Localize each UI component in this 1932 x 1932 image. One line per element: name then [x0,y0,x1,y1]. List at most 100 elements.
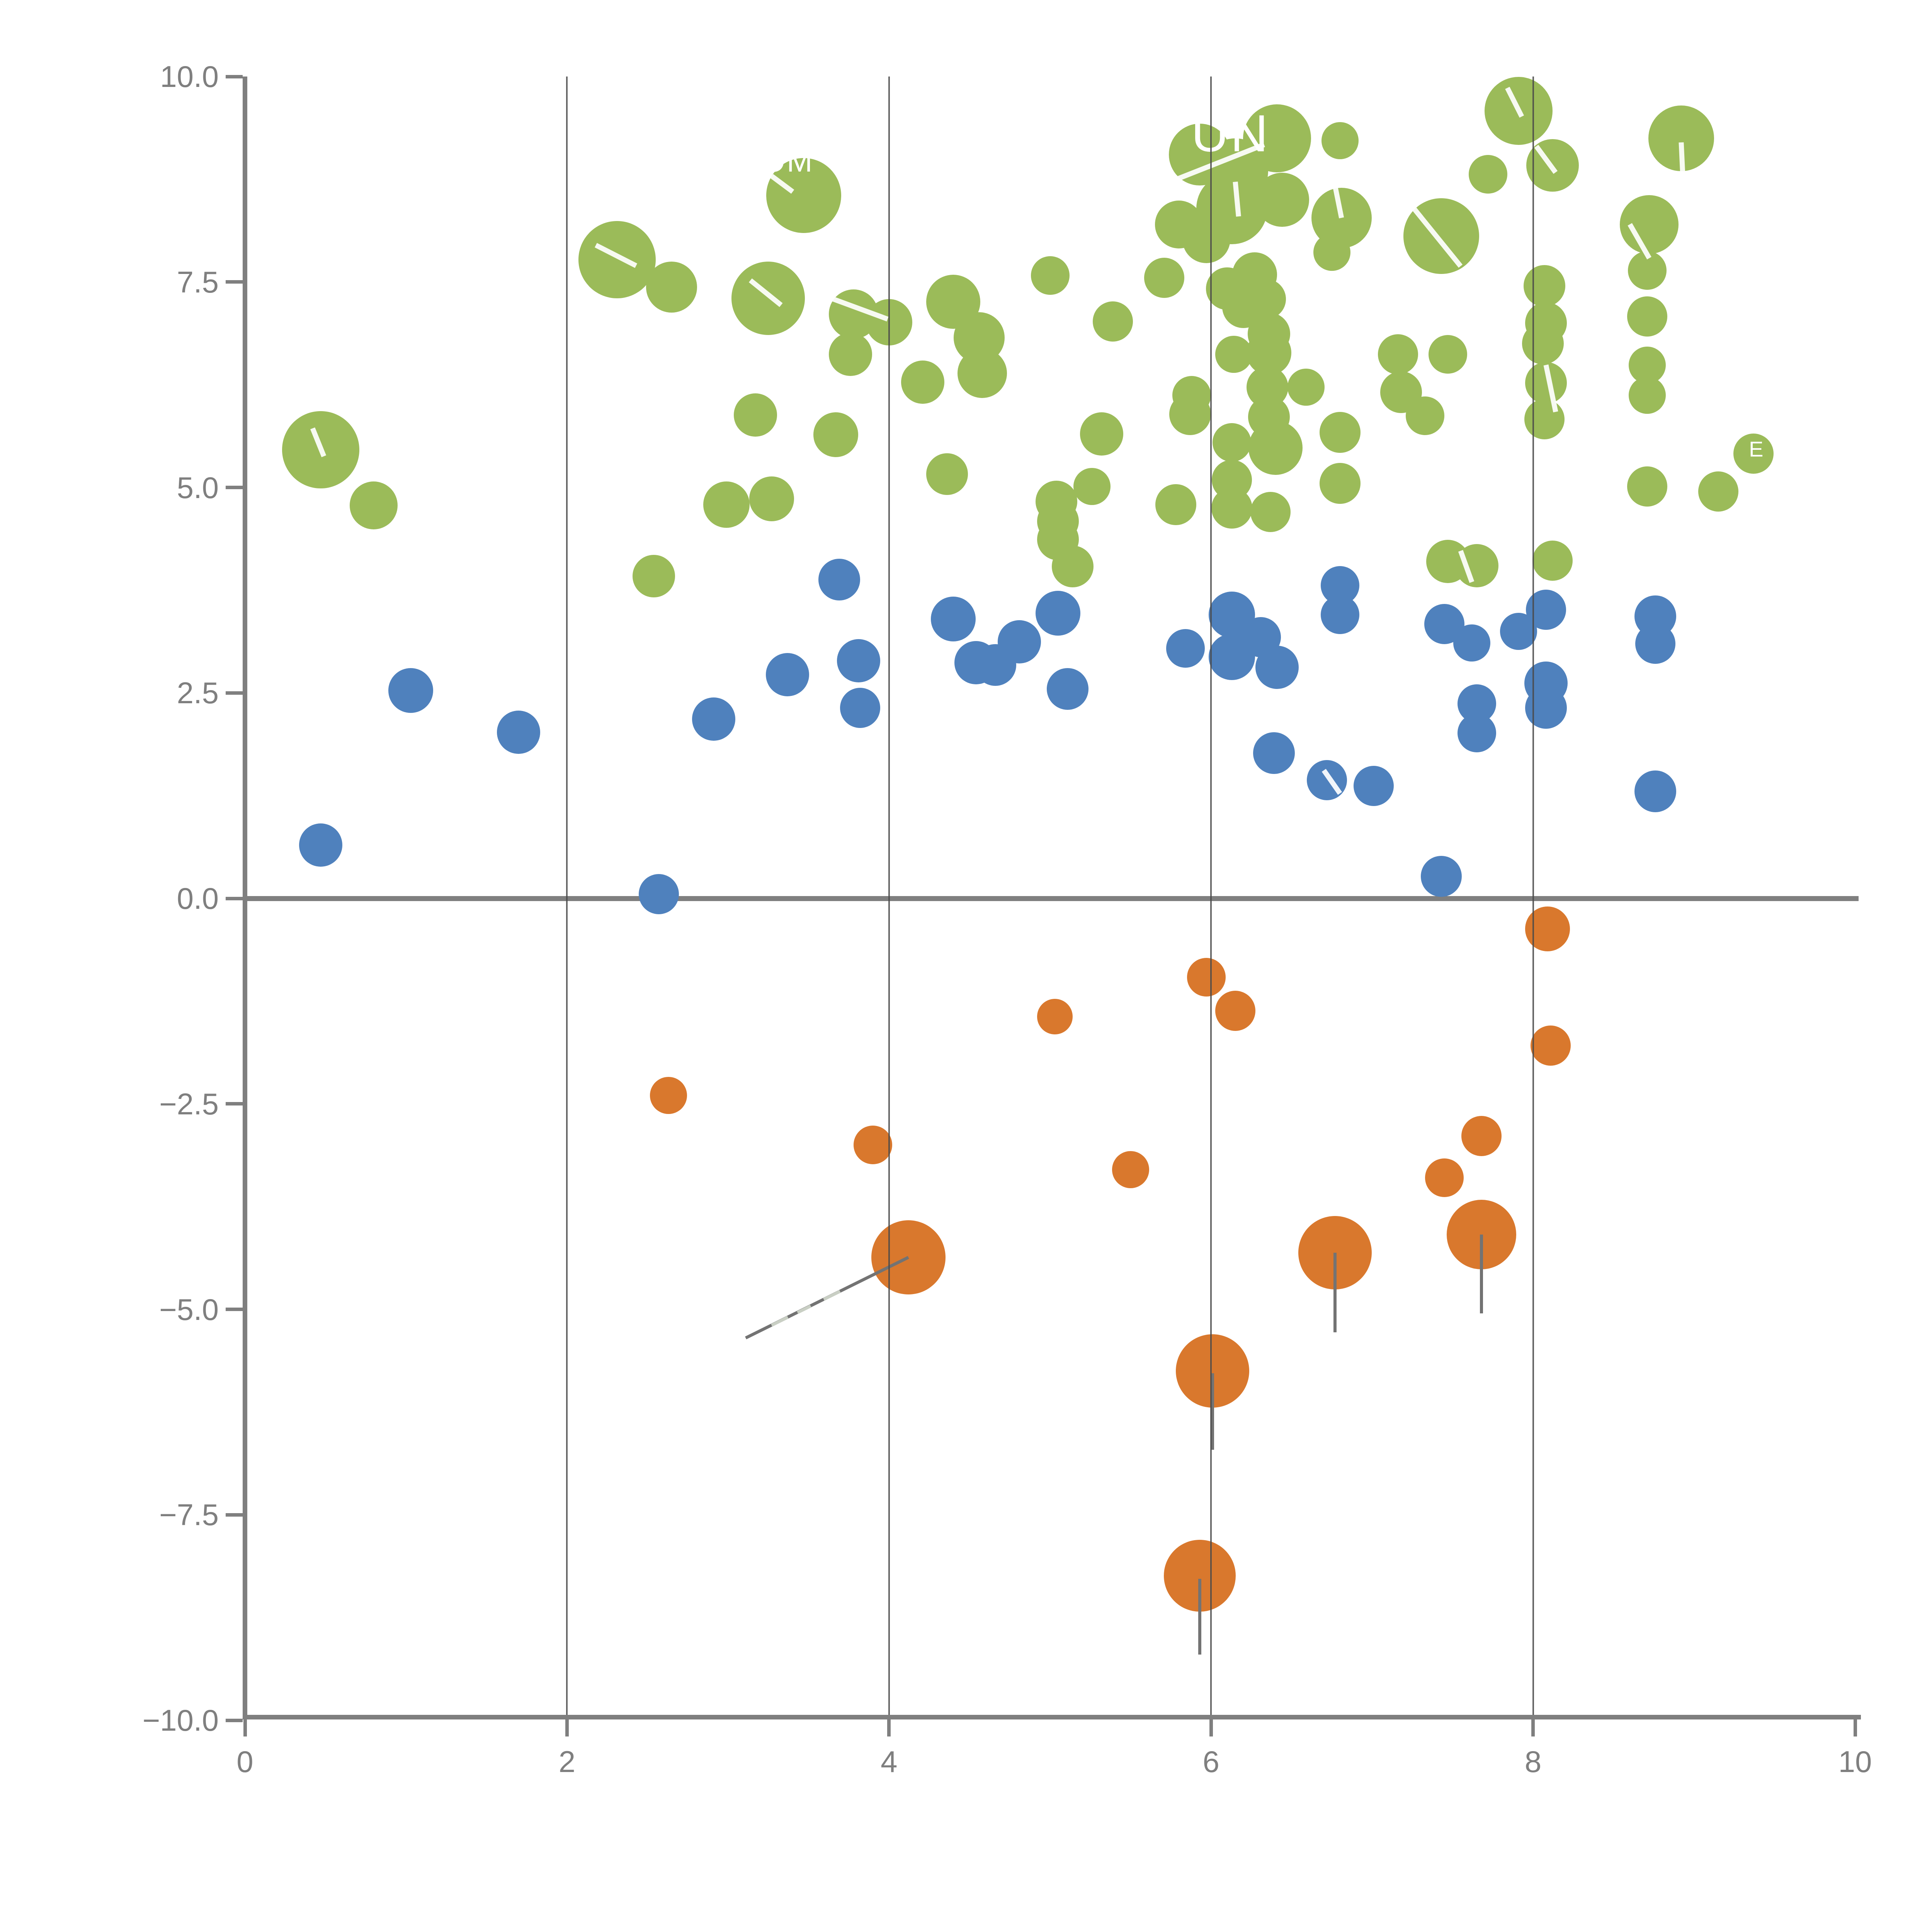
scatter-point-green-group [646,261,697,313]
scatter-point-blue-group [1166,629,1205,668]
scatter-point-blue-group [299,823,342,867]
scatter-point-green-group [1155,484,1196,526]
scatter-point-orange-group [1525,906,1570,951]
scatter-point-green-group [1313,201,1350,238]
y-tick-label: −5.0 [159,1292,219,1327]
x-tick-label: 8 [1524,1745,1542,1779]
scatter-point-blue-group [840,687,880,728]
scatter-point-green-group [1627,296,1668,337]
scatter-point-blue-group [1457,714,1496,753]
scatter-point-green-group [1378,334,1418,374]
scatter-point-blue-group [818,558,860,600]
y-tick-label: −2.5 [159,1087,219,1121]
y-tick [226,896,243,900]
x-tick [243,1719,247,1736]
scatter-point-green-group [1321,122,1359,159]
scatter-point-green-group [733,393,777,437]
scatter-point-green-group [1523,265,1565,307]
x-tick [887,1719,891,1736]
scatter-point-green-group [1733,434,1774,474]
scatter-point-green-group [828,332,872,376]
scatter-point-green-group [1250,492,1291,532]
scatter-point-green-group [1629,377,1666,414]
leader-line [1333,1252,1337,1333]
y-tick [226,280,243,284]
scatter-point-green-group [1287,369,1325,406]
scatter-point-blue-group [766,653,810,697]
y-tick-label: 10.0 [160,60,219,94]
scatter-point-orange-group [1112,1151,1149,1188]
scatter-point-green-group [1313,234,1350,271]
scatter-point-green-group [1051,545,1094,587]
y-tick [226,691,243,695]
scatter-point-green-group [703,481,750,528]
white-text-fragment: OTE [1419,270,1486,304]
gridline-x-2 [566,77,568,1719]
scatter-point-green-group [1255,173,1309,227]
y-axis-spine [243,77,247,1719]
y-tick-label: 5.0 [177,470,219,505]
scatter-point-blue-group [1354,765,1394,806]
scatter-point-green-group [633,555,675,598]
scatter-point-orange-group [1037,999,1073,1035]
scatter-point-green-group [731,262,805,335]
x-tick [1531,1719,1535,1736]
x-tick-label: 10 [1838,1745,1872,1779]
white-text-fragment: UN [1191,104,1270,163]
scatter-point-green-group [1215,335,1252,373]
scatter-point-blue-group [1526,590,1566,630]
scatter-point-green-group [749,476,794,522]
white-text-fragment: OM [761,144,814,179]
gridline-x-8 [1532,77,1534,1719]
scatter-point-blue-group [998,620,1041,664]
leader-line [1480,1234,1483,1314]
y-tick [226,1513,243,1517]
x-axis-spine [243,1715,1861,1719]
scatter-point-green-group [578,221,656,299]
x-tick [565,1719,569,1736]
y-tick [226,1718,243,1722]
scatter-point-green-group [1627,466,1668,507]
scatter-point-green-group [1406,396,1445,435]
scatter-point-green-group [1319,463,1361,504]
white-text-fragment: E [1749,437,1765,461]
scatter-point-blue-group [388,668,434,713]
scatter-point-green-group [1619,195,1679,254]
scatter-point-green-group [1080,412,1123,456]
scatter-point-blue-group [1320,595,1359,634]
leader-line-dash [823,1290,841,1301]
scatter-point-green-group [1522,323,1564,365]
leader-line-dash [797,1304,812,1314]
x-tick-label: 2 [558,1745,576,1779]
scatter-point-orange-group [1215,991,1255,1031]
scatter-point-blue-group [1047,668,1089,710]
x-tick-label: 0 [236,1745,253,1779]
scatter-point-green-group [1073,468,1111,505]
x-tick-label: 6 [1202,1745,1219,1779]
y-tick-label: 0.0 [177,881,219,915]
scatter-point-green-group [1468,155,1507,194]
scatter-point-blue-group [1525,687,1567,729]
y-tick [226,1102,243,1106]
scatter-point-green-group [350,481,398,530]
scatter-point-blue-group [1255,646,1299,689]
leader-line [1198,1579,1202,1655]
scatter-point-orange-group [1187,958,1226,997]
scatter-point-orange-group [1531,1025,1571,1066]
scatter-point-blue-group [931,596,976,641]
scatter-point-blue-group [497,711,541,754]
scatter-point-blue-group [1036,590,1081,636]
scatter-point-orange-group [650,1077,687,1114]
scatter-point-blue-group [638,874,679,915]
scatter-point-green-group [1093,301,1133,342]
scatter-point-orange-group [1425,1158,1464,1197]
x-tick-label: 4 [881,1745,898,1779]
scatter-point-blue-group [1253,732,1295,774]
y-tick-label: 2.5 [177,676,219,710]
gridline-x-6 [1210,77,1212,1719]
scatter-point-green-group [1211,487,1253,529]
y-tick-label: −7.5 [159,1498,219,1532]
scatter-point-green-group [1248,421,1303,475]
y-tick [226,486,243,489]
